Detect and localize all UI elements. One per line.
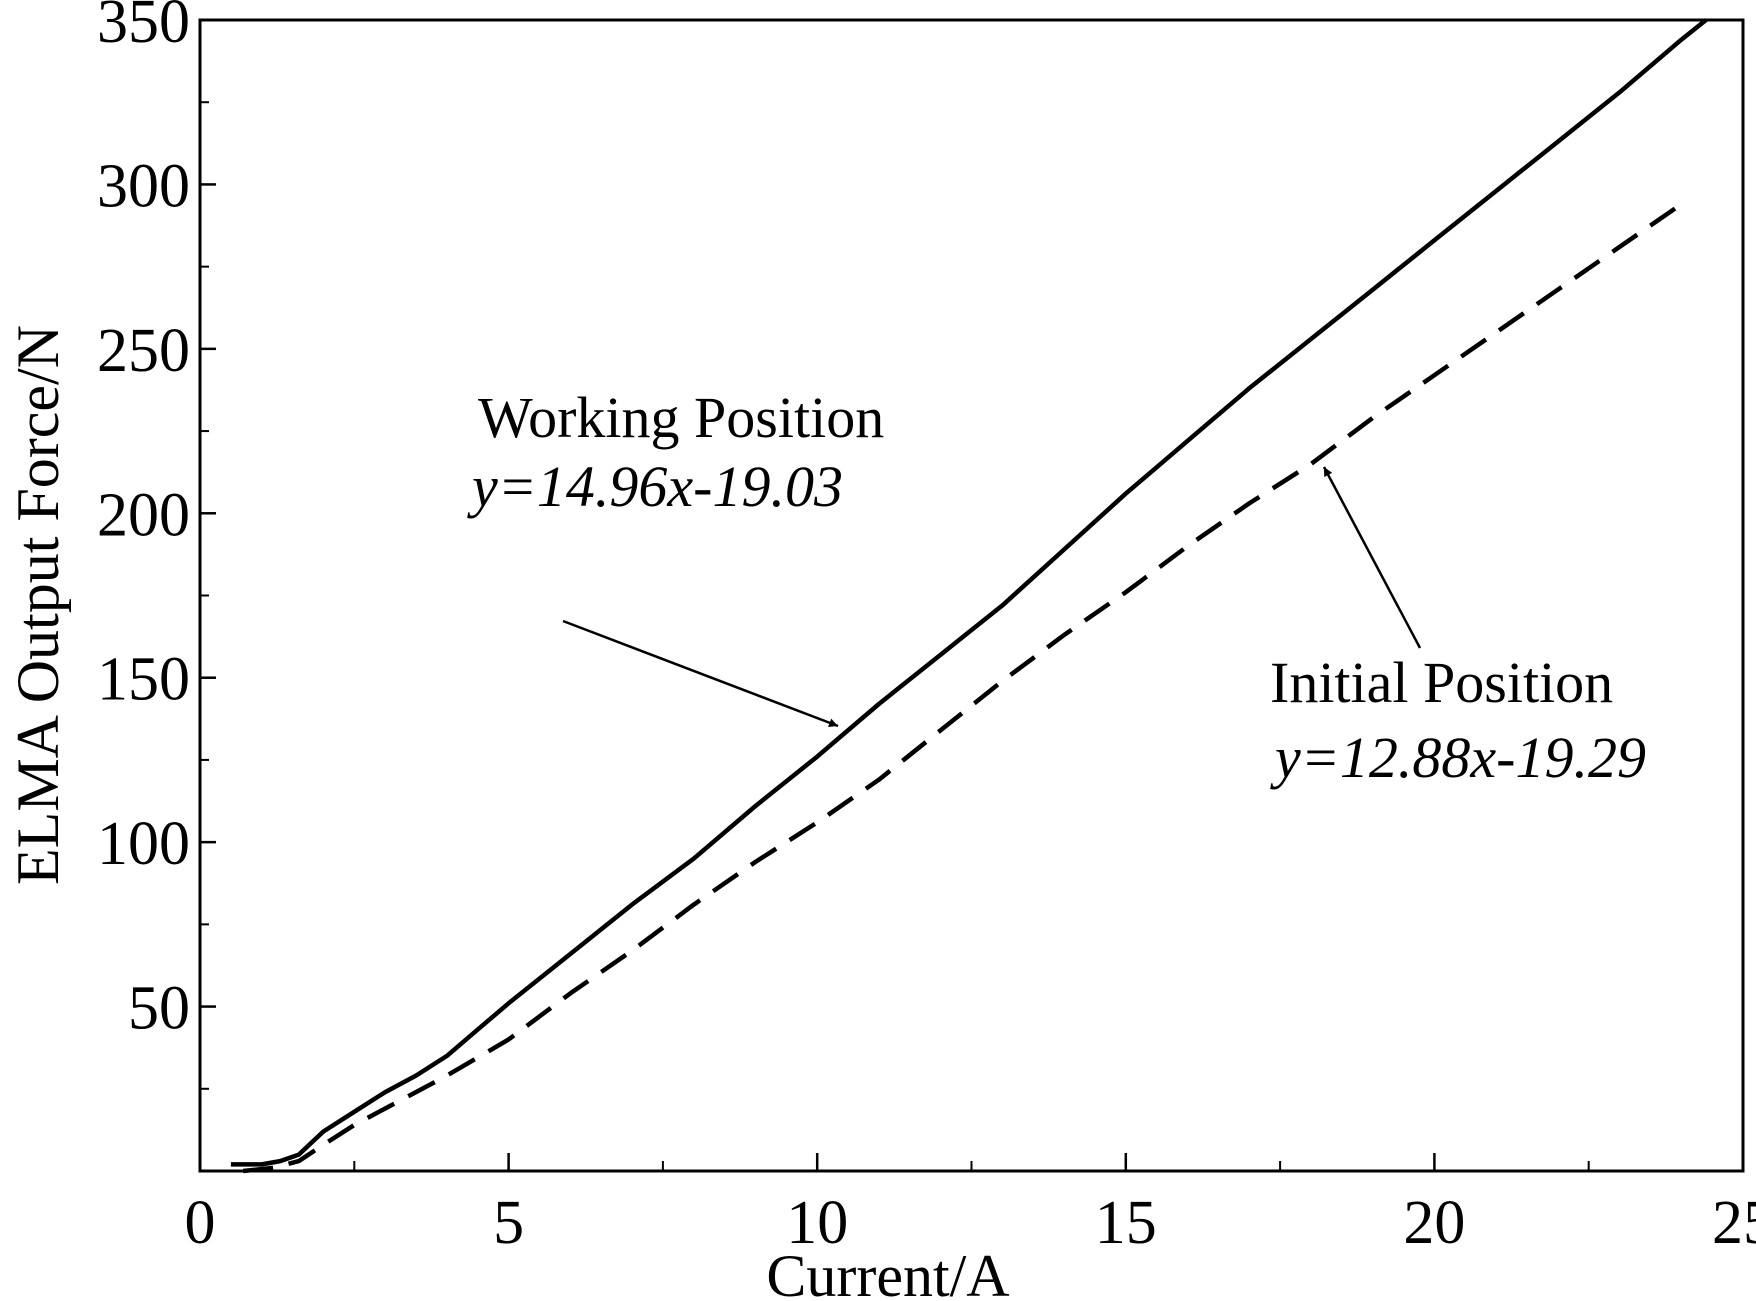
x-tick-label: 10 [786, 1189, 848, 1257]
annotation-working-equation: y=14.96x-19.03 [467, 454, 843, 519]
y-tick-label: 150 [97, 646, 190, 714]
series-layer [230, 18, 1708, 1174]
annotation-initial-equation: y=12.88x-19.29 [1270, 725, 1646, 790]
y-tick-label: 250 [97, 317, 190, 385]
annotation-initial-position: Initial Position y=12.88x-19.29 [1270, 466, 1646, 790]
y-tick-label: 200 [97, 481, 190, 549]
annotation-working-label: Working Position [478, 385, 884, 450]
x-tick-label: 20 [1403, 1189, 1465, 1257]
annotation-initial-label: Initial Position [1270, 650, 1613, 715]
annotation-initial-arrow [1322, 466, 1422, 649]
x-tick-label: 5 [493, 1189, 524, 1257]
y-tick-label: 350 [97, 0, 190, 56]
y-tick-label: 100 [97, 810, 190, 878]
y-tick-label: 50 [128, 975, 190, 1043]
x-tick-label: 15 [1095, 1189, 1157, 1257]
annotation-working-position: Working Position y=14.96x-19.03 [467, 385, 884, 728]
ticks: 0 5 10 15 20 25 50 100 150 200 250 300 350 [97, 0, 1756, 1257]
plot-area [198, 18, 1745, 1173]
plot-border [198, 18, 1745, 1173]
series-line-initial-position [242, 202, 1683, 1174]
x-tick-label: 25 [1712, 1189, 1756, 1257]
annotation-working-arrow [562, 619, 839, 728]
x-tick-label: 0 [185, 1189, 216, 1257]
y-axis-title: ELMA Output Force/N [5, 325, 71, 885]
x-axis-title: Current/A [766, 1243, 1009, 1301]
y-tick-label: 300 [97, 152, 190, 220]
series-line-working-position [230, 18, 1708, 1167]
